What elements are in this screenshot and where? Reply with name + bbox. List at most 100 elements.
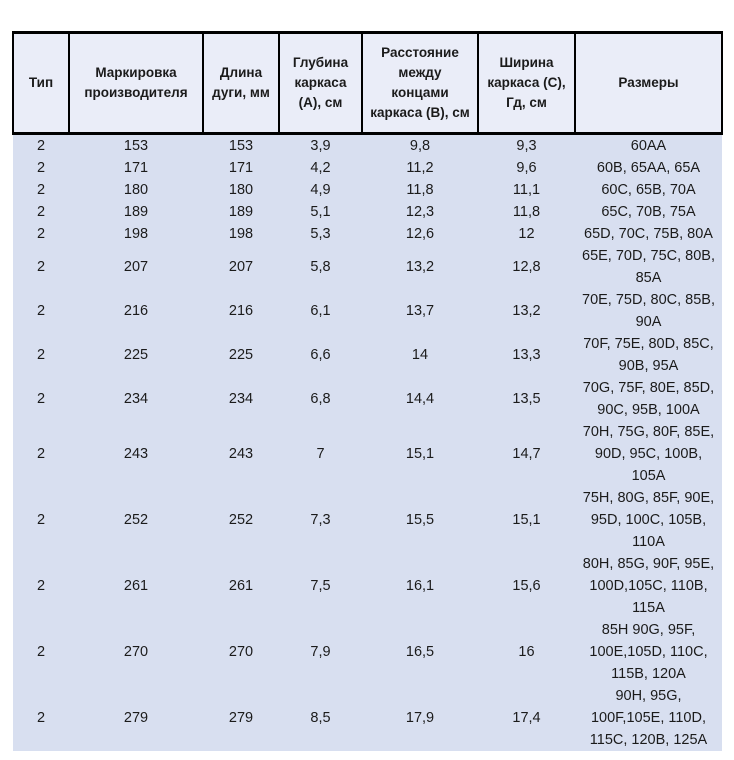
table-cell: 234 — [69, 377, 203, 421]
table-cell: 4,2 — [279, 157, 362, 179]
table-cell: 2 — [13, 553, 69, 619]
table-row: 2 261 261 7,5 16,1 15,6 80H, 85G, 90F, 95E, 10… — [13, 553, 722, 619]
table-cell: 261 — [69, 553, 203, 619]
table-cell: 2 — [13, 245, 69, 289]
table-cell: 189 — [69, 201, 203, 223]
table-cell: 189 — [203, 201, 279, 223]
table-cell: 252 — [69, 487, 203, 553]
table-cell: 180 — [69, 179, 203, 201]
table-cell: 14 — [362, 333, 478, 377]
table-cell: 2 — [13, 133, 69, 157]
table-cell: 90H, 95G, 100F,105E, 110D, 115C, 120B, 1… — [575, 685, 722, 751]
table-cell: 9,3 — [478, 133, 575, 157]
header-row: Тип Маркировка производителя Длина дуги,… — [12, 31, 723, 135]
table-row: 2 234 234 6,8 14,4 13,5 70G, 75F, 80E, 85D, 90… — [13, 377, 722, 421]
table-cell: 16,1 — [362, 553, 478, 619]
table-body: 2 153 153 3,9 9,8 9,3 60АА 2 171 171 4,2 11,2 9,6 60B… — [13, 133, 722, 751]
table-row: 2 279 279 8,5 17,9 17,4 90H, 95G, 100F,105E, 1… — [13, 685, 722, 751]
table-row: 2 225 225 6,6 14 13,3 70F, 75E, 80D, 85C, 90B,… — [13, 333, 722, 377]
table-cell: 7,5 — [279, 553, 362, 619]
table-row: 2 189 189 5,1 12,3 11,8 65C, 70B, 75A — [13, 201, 722, 223]
table-cell: 2 — [13, 333, 69, 377]
table-cell: 180 — [203, 179, 279, 201]
table-cell: 270 — [203, 619, 279, 685]
table-cell: 17,9 — [362, 685, 478, 751]
table-cell: 70E, 75D, 80C, 85B, 90A — [575, 289, 722, 333]
table-cell: 171 — [69, 157, 203, 179]
table-row: 2 153 153 3,9 9,8 9,3 60АА — [13, 133, 722, 157]
table-cell: 11,1 — [478, 179, 575, 201]
table-cell: 11,8 — [478, 201, 575, 223]
table-cell: 60АА — [575, 133, 722, 157]
table-cell: 252 — [203, 487, 279, 553]
table-cell: 9,6 — [478, 157, 575, 179]
table-cell: 2 — [13, 201, 69, 223]
table-cell: 15,6 — [478, 553, 575, 619]
table-cell: 9,8 — [362, 133, 478, 157]
table-cell: 207 — [203, 245, 279, 289]
table-cell: 11,2 — [362, 157, 478, 179]
table-cell: 8,5 — [279, 685, 362, 751]
table-cell: 6,1 — [279, 289, 362, 333]
table-row: 2 171 171 4,2 11,2 9,6 60B, 65AA, 65A — [13, 157, 722, 179]
table-cell: 7,3 — [279, 487, 362, 553]
header-cell-type: Тип — [12, 31, 70, 135]
table-cell: 225 — [69, 333, 203, 377]
table-cell: 5,8 — [279, 245, 362, 289]
table-cell: 153 — [69, 133, 203, 157]
table-cell: 243 — [69, 421, 203, 487]
table-cell: 13,7 — [362, 289, 478, 333]
table-cell: 216 — [203, 289, 279, 333]
table-cell: 216 — [69, 289, 203, 333]
table-cell: 2 — [13, 619, 69, 685]
table-cell: 14,4 — [362, 377, 478, 421]
table-cell: 13,5 — [478, 377, 575, 421]
table-cell: 261 — [203, 553, 279, 619]
table-row: 2 252 252 7,3 15,5 15,1 75H, 80G, 85F, 90E, 95… — [13, 487, 722, 553]
table-cell: 234 — [203, 377, 279, 421]
table-cell: 17,4 — [478, 685, 575, 751]
table-cell: 2 — [13, 487, 69, 553]
table-row: 2 198 198 5,3 12,6 12 65D, 70C, 75B, 80A — [13, 223, 722, 245]
table-cell: 198 — [69, 223, 203, 245]
table-cell: 75H, 80G, 85F, 90E, 95D, 100C, 105B, 110… — [575, 487, 722, 553]
table-row: 2 243 243 7 15,1 14,7 70H, 75G, 80F, 85E, 90D,… — [13, 421, 722, 487]
table-cell: 6,6 — [279, 333, 362, 377]
table-cell: 2 — [13, 421, 69, 487]
table-cell: 12,8 — [478, 245, 575, 289]
table-cell: 13,3 — [478, 333, 575, 377]
table-cell: 70H, 75G, 80F, 85E, 90D, 95C, 100B, 105A — [575, 421, 722, 487]
table-cell: 2 — [13, 223, 69, 245]
table-cell: 65C, 70B, 75A — [575, 201, 722, 223]
table-cell: 225 — [203, 333, 279, 377]
table-cell: 279 — [69, 685, 203, 751]
table-cell: 12 — [478, 223, 575, 245]
size-table: Тип Маркировка производителя Длина дуги,… — [12, 31, 723, 751]
table-cell: 5,1 — [279, 201, 362, 223]
header-cell-frame-width: Ширина каркаса (С), Гд, см — [477, 31, 576, 135]
table-cell: 2 — [13, 685, 69, 751]
table-cell: 7 — [279, 421, 362, 487]
table-cell: 85H 90G, 95F, 100E,105D, 110C, 115B, 120… — [575, 619, 722, 685]
header-cell-sizes: Размеры — [574, 31, 723, 135]
table-cell: 80H, 85G, 90F, 95E, 100D,105C, 110B, 115… — [575, 553, 722, 619]
table-cell: 4,9 — [279, 179, 362, 201]
table-cell: 16,5 — [362, 619, 478, 685]
table-cell: 65D, 70C, 75B, 80A — [575, 223, 722, 245]
table-cell: 207 — [69, 245, 203, 289]
table-row: 2 180 180 4,9 11,8 11,1 60C, 65B, 70A — [13, 179, 722, 201]
table-cell: 279 — [203, 685, 279, 751]
table-cell: 2 — [13, 289, 69, 333]
table-cell: 15,1 — [362, 421, 478, 487]
table-cell: 6,8 — [279, 377, 362, 421]
table-cell: 198 — [203, 223, 279, 245]
table-cell: 3,9 — [279, 133, 362, 157]
table-cell: 16 — [478, 619, 575, 685]
table-cell: 7,9 — [279, 619, 362, 685]
table-cell: 65E, 70D, 75C, 80B, 85A — [575, 245, 722, 289]
table-header: Тип Маркировка производителя Длина дуги,… — [12, 31, 723, 135]
table-cell: 5,3 — [279, 223, 362, 245]
table-cell: 12,6 — [362, 223, 478, 245]
table-cell: 13,2 — [362, 245, 478, 289]
table-cell: 153 — [203, 133, 279, 157]
